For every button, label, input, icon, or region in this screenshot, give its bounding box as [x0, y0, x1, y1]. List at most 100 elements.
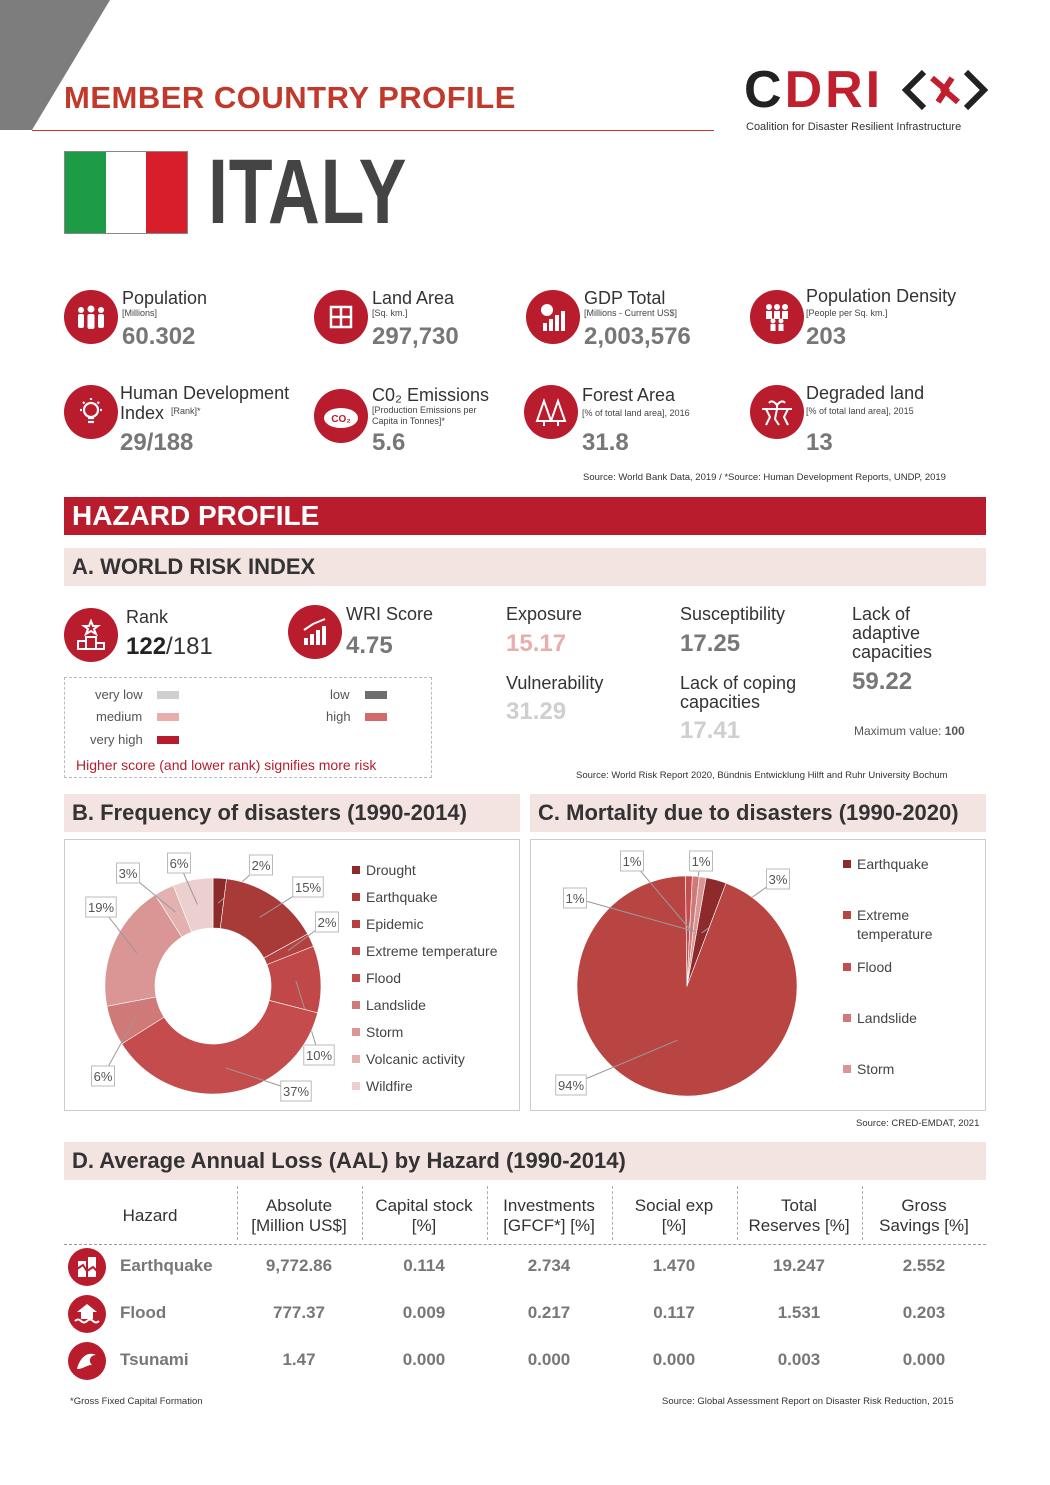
legend-item: Flood: [352, 970, 498, 986]
data-label: 3%: [119, 866, 138, 881]
legend-item: Storm: [352, 1024, 498, 1040]
stat-value: 5.6: [372, 429, 406, 456]
stat-co2: CO₂ C0₂ Emissions [Production Emissions …: [314, 385, 514, 465]
data-label: 6%: [94, 1069, 113, 1084]
degraded-icon: [750, 385, 804, 439]
coping-label: Lack of coping capacities: [680, 673, 797, 712]
data-label: 2%: [252, 858, 271, 873]
mortality-donut-chart: 3% 94% 1% 1% 1%: [555, 850, 798, 1097]
adaptive-value: 59.22: [852, 668, 913, 695]
stat-value: 31.8: [582, 429, 629, 456]
legend-swatch: [843, 860, 851, 868]
th-absolute: Absolute [Million US$]: [251, 1196, 347, 1235]
wri-legend: very low low medium high very high Highe…: [64, 677, 432, 778]
table-source: Source: Global Assessment Report on Disa…: [662, 1396, 954, 1407]
legend-swatch: [352, 1001, 360, 1009]
donut-slice-storm: [686, 876, 707, 987]
legend-item: Flood: [843, 958, 963, 977]
land-icon: [314, 290, 368, 344]
legend-label: Landslide: [366, 997, 426, 1013]
legend-swatch: [352, 1055, 360, 1063]
data-label-box: [315, 911, 339, 933]
legend-swatch: [843, 911, 851, 919]
donut-slice-flood: [121, 1000, 318, 1095]
legend-label: Landslide: [857, 1010, 917, 1026]
th-hazard: Hazard: [122, 1206, 178, 1225]
stat-gdp: GDP Total [Millions - Current US$] 2,003…: [526, 288, 746, 360]
data-label: 94%: [558, 1078, 584, 1093]
risk-note: Higher score (and lower rank) signifies …: [76, 757, 377, 773]
low-swatch: [365, 691, 387, 699]
stat-value: 2,003,576: [584, 323, 691, 350]
co2-icon: CO₂: [314, 389, 368, 443]
page-title: MEMBER COUNTRY PROFILE: [64, 80, 516, 115]
hazard-profile-title: HAZARD PROFILE: [64, 497, 986, 535]
medium-swatch: [157, 713, 179, 721]
donut-slice-extreme-temperature: [576, 875, 798, 1097]
data-label: 37%: [283, 1084, 309, 1099]
data-label-box: [292, 876, 324, 898]
susceptibility-value: 17.25: [680, 630, 741, 657]
mortality-panel: 3% 94% 1% 1% 1% Earthquake Extreme temperatur…: [530, 839, 986, 1111]
score-chart-icon: [288, 605, 342, 659]
data-label-box: [85, 896, 117, 918]
susceptibility-label: Susceptibility: [680, 604, 786, 624]
th-investments: Investments [GFCF*] [%]: [503, 1196, 595, 1235]
adaptive-label: Lack of adaptive capacities: [852, 604, 933, 662]
tsunami-icon: [68, 1342, 106, 1380]
stats-source: Source: World Bank Data, 2019 / *Source:…: [583, 472, 946, 483]
cdri-logo: CDRI: [744, 61, 884, 119]
legend-item: Volcanic activity: [352, 1051, 498, 1067]
country-name: ITALY: [208, 141, 408, 243]
legend-swatch: [843, 963, 851, 971]
country-flag: [64, 151, 188, 234]
stat-value: 203: [806, 323, 847, 350]
gdp-icon: [526, 290, 580, 344]
data-label: 15%: [295, 880, 321, 895]
podium-icon: [64, 608, 118, 662]
legend-item: Landslide: [352, 997, 498, 1013]
table-row: Flood 777.37 0.009 0.217 0.117 1.531 0.2…: [64, 1293, 986, 1333]
data-label: 6%: [170, 856, 189, 871]
callout-line: [574, 897, 695, 932]
stat-value: 29/188: [120, 429, 194, 456]
legend-label: Drought: [366, 862, 416, 878]
cdri-logo-mark-icon: [902, 69, 988, 111]
data-label-box: [167, 852, 191, 874]
exposure-value: 15.17: [506, 630, 567, 657]
people-icon: [64, 290, 118, 344]
rank-value: 122/181: [126, 633, 213, 660]
data-label: 3%: [769, 872, 788, 887]
donut-slice-wildfire: [172, 877, 214, 933]
callout-line: [570, 1039, 678, 1086]
data-label-box: [116, 862, 140, 884]
data-label-box: [689, 850, 713, 872]
wri-source: Source: World Risk Report 2020, Bündnis …: [576, 770, 948, 781]
earthquake-icon: [68, 1248, 106, 1286]
table-row: Earthquake 9,772.86 0.114 2.734 1.470 19…: [64, 1246, 986, 1286]
legend-swatch: [352, 1028, 360, 1036]
data-label: 1%: [623, 854, 642, 869]
stat-land-area: Land Area [Sq. km.] 297,730: [314, 288, 514, 360]
legend-label: Flood: [366, 970, 402, 986]
data-label: 10%: [306, 1048, 332, 1063]
legend-item: Drought: [352, 862, 498, 878]
data-label-box: [620, 850, 644, 872]
stat-density: Population Density [People per Sq. km.] …: [750, 286, 990, 360]
legend-label: Storm: [857, 1061, 895, 1077]
stat-value: 297,730: [372, 323, 459, 350]
callout-line: [631, 860, 692, 932]
th-savings: Gross Savings [%]: [879, 1196, 969, 1235]
max-value-note: Maximum value: 100: [854, 724, 965, 738]
vulnerability-value: 31.29: [506, 698, 567, 725]
data-label-box: [280, 1080, 312, 1102]
legend-item: Earthquake: [352, 889, 498, 905]
legend-swatch: [352, 1082, 360, 1090]
legend-label: Wildfire: [366, 1078, 413, 1094]
stat-value: 13: [806, 429, 833, 456]
stat-population: Population [Millions] 60.302: [64, 288, 444, 360]
legend-item: Earthquake: [843, 855, 963, 874]
data-label: 19%: [88, 900, 114, 915]
flood-icon: [68, 1295, 106, 1333]
very-high-swatch: [157, 736, 179, 744]
